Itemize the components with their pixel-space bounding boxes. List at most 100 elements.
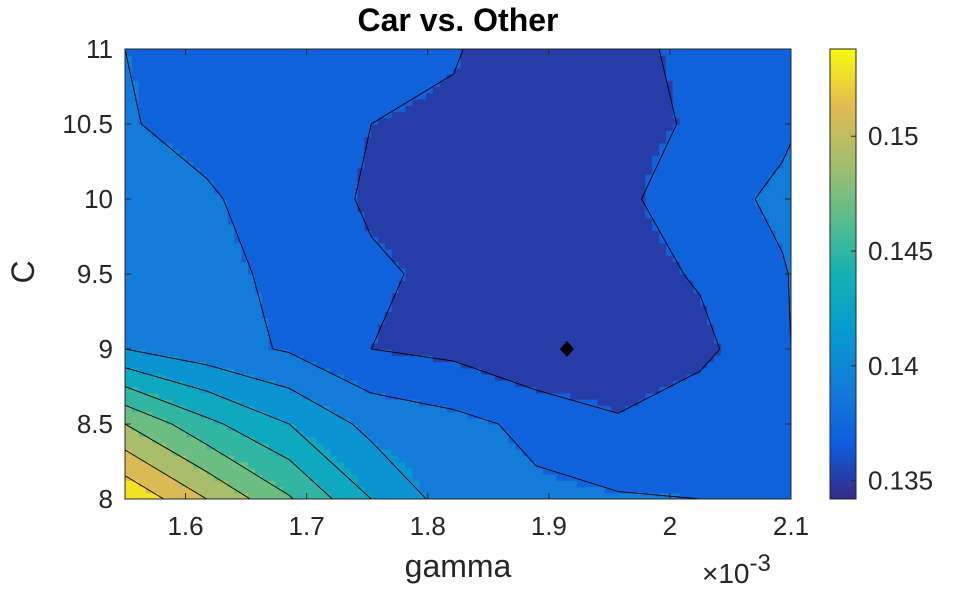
contour-fill-patch xyxy=(186,349,194,356)
contour-fill-patch xyxy=(700,236,708,244)
contour-fill-patch xyxy=(227,492,235,499)
contour-fill-patch xyxy=(453,480,462,488)
contour-fill-patch xyxy=(412,474,420,481)
contour-fill-patch xyxy=(786,405,788,413)
contour-fill-patch xyxy=(426,255,434,263)
contour-fill-patch xyxy=(186,286,194,294)
contour-fill-patch xyxy=(693,461,701,469)
contour-fill-patch xyxy=(426,436,434,444)
contour-fill-patch xyxy=(241,455,249,463)
contour-fill-patch xyxy=(576,255,585,263)
contour-fill-patch xyxy=(535,411,544,419)
contour-fill-patch xyxy=(508,205,516,213)
contour-fill-patch xyxy=(282,336,290,344)
contour-fill-patch xyxy=(597,286,605,294)
contour-fill-patch xyxy=(343,486,352,494)
contour-fill-patch xyxy=(227,286,235,294)
contour-fill-patch xyxy=(542,236,551,244)
contour-fill-patch xyxy=(234,286,242,294)
contour-fill-patch xyxy=(446,267,455,275)
contour-fill-patch xyxy=(398,361,407,369)
contour-fill-patch xyxy=(604,267,612,275)
contour-fill-patch xyxy=(165,486,174,494)
contour-fill-patch xyxy=(624,361,633,369)
contour-fill-patch xyxy=(165,199,174,206)
contour-fill-patch xyxy=(138,361,147,369)
contour-fill-patch xyxy=(638,467,646,475)
contour-fill-patch xyxy=(412,367,420,375)
contour-fill-patch xyxy=(199,480,208,488)
contour-fill-patch xyxy=(323,417,331,425)
contour-fill-patch xyxy=(631,342,640,350)
contour-fill-patch xyxy=(786,342,788,350)
contour-fill-patch xyxy=(433,299,441,306)
contour-fill-patch xyxy=(638,361,646,369)
contour-fill-patch xyxy=(364,461,372,469)
contour-fill-patch xyxy=(165,205,174,213)
contour-fill-patch xyxy=(234,386,242,394)
contour-fill-patch xyxy=(172,274,181,281)
contour-fill-patch xyxy=(638,205,646,213)
contour-fill-patch xyxy=(487,336,496,344)
contour-fill-patch xyxy=(784,324,786,331)
contour-fill-patch xyxy=(125,374,133,381)
contour-fill-patch xyxy=(254,399,263,406)
contour-fill-patch xyxy=(474,324,482,331)
contour-fill-patch xyxy=(522,349,530,356)
contour-fill-patch xyxy=(576,411,585,419)
contour-fill-patch xyxy=(296,474,304,481)
contour-fill-patch xyxy=(165,280,174,288)
contour-fill-patch xyxy=(741,399,749,406)
contour-fill-patch xyxy=(617,480,626,488)
contour-fill-patch xyxy=(761,330,770,338)
contour-fill-patch xyxy=(638,261,646,269)
contour-fill-patch xyxy=(433,317,441,325)
contour-fill-patch xyxy=(152,430,160,438)
contour-fill-patch xyxy=(789,342,791,350)
contour-fill-patch xyxy=(720,461,729,469)
contour-fill-patch xyxy=(254,230,263,238)
contour-fill-patch xyxy=(788,474,790,481)
contour-fill-patch xyxy=(535,292,544,300)
contour-fill-patch xyxy=(741,436,749,444)
contour-fill-patch xyxy=(665,417,674,425)
contour-fill-patch xyxy=(467,430,475,438)
contour-fill-patch xyxy=(755,355,763,363)
contour-fill-patch xyxy=(467,280,475,288)
contour-fill-patch xyxy=(234,417,242,425)
contour-fill-patch xyxy=(412,274,420,281)
contour-fill-patch xyxy=(364,411,372,419)
contour-fill-patch xyxy=(542,361,551,369)
contour-fill-patch xyxy=(788,467,790,475)
contour-fill-patch xyxy=(460,336,468,344)
contour-fill-patch xyxy=(727,399,736,406)
contour-fill-patch xyxy=(227,474,235,481)
contour-fill-patch xyxy=(125,411,133,419)
contour-fill-patch xyxy=(467,405,475,413)
contour-fill-patch xyxy=(529,224,537,231)
contour-fill-patch xyxy=(220,417,228,425)
contour-fill-patch xyxy=(384,361,393,369)
contour-fill-patch xyxy=(172,317,181,325)
contour-fill-patch xyxy=(761,380,770,388)
contour-fill-patch xyxy=(261,205,270,213)
contour-fill-patch xyxy=(426,349,434,356)
contour-fill-patch xyxy=(138,242,147,250)
contour-fill-patch xyxy=(775,380,784,388)
contour-fill-patch xyxy=(446,292,455,300)
contour-fill-patch xyxy=(439,411,448,419)
contour-fill-patch xyxy=(693,411,701,419)
contour-fill-patch xyxy=(590,442,599,450)
contour-fill-patch xyxy=(783,480,785,488)
contour-fill-patch xyxy=(583,349,592,356)
contour-fill-patch xyxy=(323,249,331,256)
contour-fill-patch xyxy=(522,449,530,456)
contour-fill-patch xyxy=(659,461,667,469)
contour-fill-patch xyxy=(172,449,181,456)
contour-fill-patch xyxy=(570,424,578,431)
contour-fill-patch xyxy=(384,355,393,363)
contour-fill-patch xyxy=(323,242,331,250)
contour-fill-patch xyxy=(611,324,619,331)
contour-fill-patch xyxy=(234,461,242,469)
contour-fill-patch xyxy=(467,392,475,400)
